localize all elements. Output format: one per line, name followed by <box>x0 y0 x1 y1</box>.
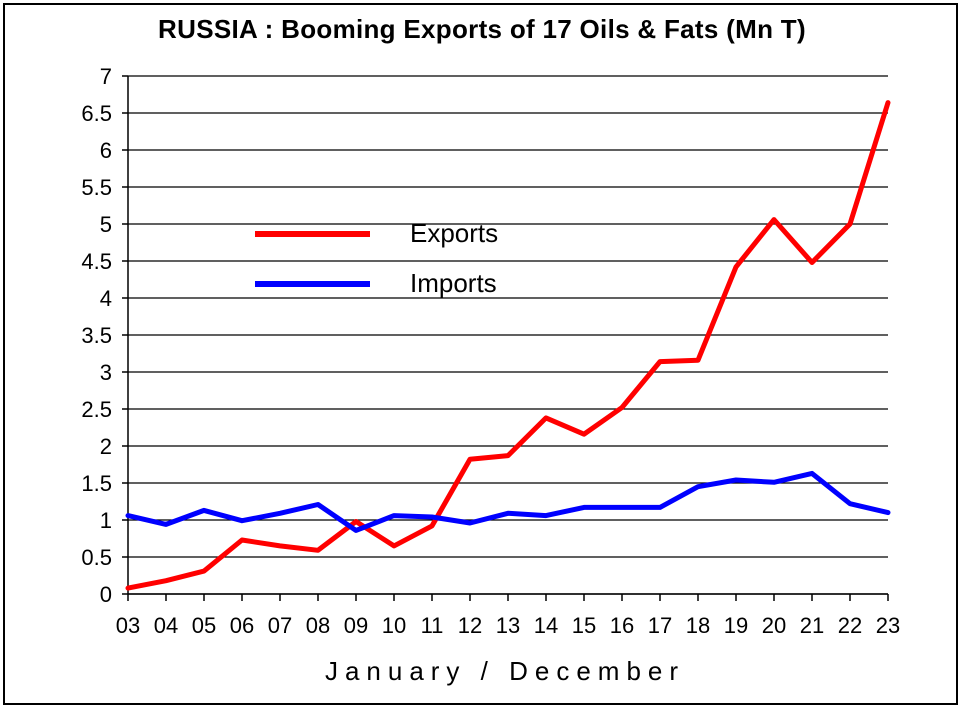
chart-title: RUSSIA : Booming Exports of 17 Oils & Fa… <box>158 14 806 44</box>
x-tick-label: 19 <box>724 613 748 638</box>
x-tick-label: 12 <box>458 613 482 638</box>
x-tick-label: 11 <box>421 613 444 638</box>
y-tick-label: 5.5 <box>81 175 112 200</box>
y-tick-label: 7 <box>100 64 112 89</box>
x-tick-label: 17 <box>648 613 672 638</box>
x-tick-label: 07 <box>268 613 292 638</box>
series-line-imports <box>125 470 891 533</box>
chart-frame <box>3 3 958 705</box>
legend: Exports Imports <box>255 218 498 298</box>
x-tick-label: 23 <box>876 613 900 638</box>
x-tick-label: 13 <box>496 613 520 638</box>
gridlines <box>128 75 888 595</box>
x-tick-label: 16 <box>610 613 634 638</box>
y-tick-labels: 0 0.5 1 1.5 2 2.5 3 3.5 4 4.5 5 5.5 6 6.5 7 <box>81 64 112 607</box>
y-tick-label: 5 <box>100 212 112 237</box>
legend-label-exports: Exports <box>410 218 498 248</box>
y-tick-label: 1 <box>100 508 112 533</box>
y-tick-label: 2.5 <box>81 397 112 422</box>
x-tick-label: 08 <box>306 613 330 638</box>
axes <box>122 75 889 601</box>
x-tick-label: 06 <box>230 613 254 638</box>
y-tick-label: 0.5 <box>81 545 112 570</box>
x-tick-label: 18 <box>686 613 710 638</box>
x-tick-label: 09 <box>344 613 368 638</box>
series-line-exports <box>125 100 891 591</box>
y-tick-label: 1.5 <box>81 471 112 496</box>
x-tick-label: 10 <box>382 613 406 638</box>
x-tick-label: 05 <box>192 613 216 638</box>
series-lines <box>125 100 891 591</box>
y-tick-label: 4.5 <box>81 249 112 274</box>
y-tick-label: 6.5 <box>81 101 112 126</box>
x-tick-label: 21 <box>800 613 824 638</box>
x-axis-label: January / December <box>325 656 685 686</box>
x-tick-label: 15 <box>572 613 596 638</box>
y-tick-label: 3.5 <box>81 323 112 348</box>
y-tick-label: 3 <box>100 360 112 385</box>
y-tick-label: 2 <box>100 434 112 459</box>
x-tick-labels: 03 04 05 06 07 08 09 10 11 12 13 14 15 16 17 18 19 20 21 22… <box>116 613 900 638</box>
x-tick-label: 14 <box>534 613 558 638</box>
y-tick-label: 6 <box>100 138 112 163</box>
y-tick-label: 0 <box>100 582 112 607</box>
legend-label-imports: Imports <box>410 268 497 298</box>
x-tick-label: 03 <box>116 613 140 638</box>
x-tick-label: 22 <box>838 613 862 638</box>
x-tick-label: 20 <box>762 613 786 638</box>
y-tick-label: 4 <box>100 286 112 311</box>
x-tick-label: 04 <box>154 613 178 638</box>
